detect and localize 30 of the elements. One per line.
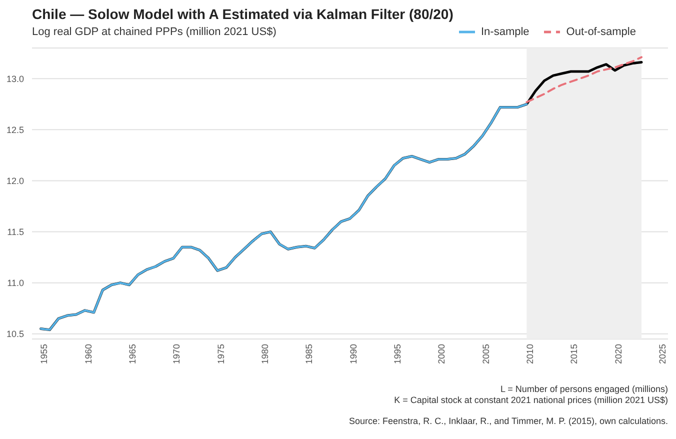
y-tick-label: 11.5 [7,226,24,237]
text: K = Capital stock at constant 2021 national prices (million 2021 US$) [393,395,668,406]
y-tick-label: 11.0 [7,278,24,288]
source-note: Source: Feenstra, R. C., Inklaar, R., and Timmer, M. P. (2015), own calculations. [349,416,668,427]
line-series [40,103,528,331]
x-tick-label: 1960 [83,344,94,364]
x-tick-label: 1975 [216,344,226,364]
chart-subtitle: Log real GDP at chained PPPs (million 2021 US$) [32,26,276,38]
x-tick-label: 1980 [260,344,270,364]
x-tick-label: 2010 [525,344,536,364]
line-series [526,56,642,104]
x-tick-label: 2015 [569,344,580,364]
y-tick-label: 13.0 [6,74,24,84]
legend-label: In-sample [480,26,530,38]
x-tick-label: 2000 [436,344,447,364]
x-tick-label: 2020 [613,344,624,364]
x-tick-label: 1955 [39,344,50,364]
chart-title: Chile — Solow Model with A Estimated via Kalman Filter (80/20) [32,6,454,22]
x-tick-label: 2025 [658,344,668,364]
x-tick-label: 1995 [392,344,403,364]
y-tick-label: 12.5 [6,124,24,135]
y-tick-label: 10.5 [6,329,24,340]
x-tick-label: 1965 [128,344,138,364]
text: L = Number of persons engaged (millions) [499,384,668,395]
y-tick-label: 12.0 [6,176,24,186]
x-tick-label: 1990 [348,344,358,364]
x-tick-label: 1985 [304,344,314,364]
x-tick-label: 1970 [172,344,182,364]
x-tick-label: 2005 [480,344,491,364]
legend-label: Out-of-sample [565,26,636,38]
